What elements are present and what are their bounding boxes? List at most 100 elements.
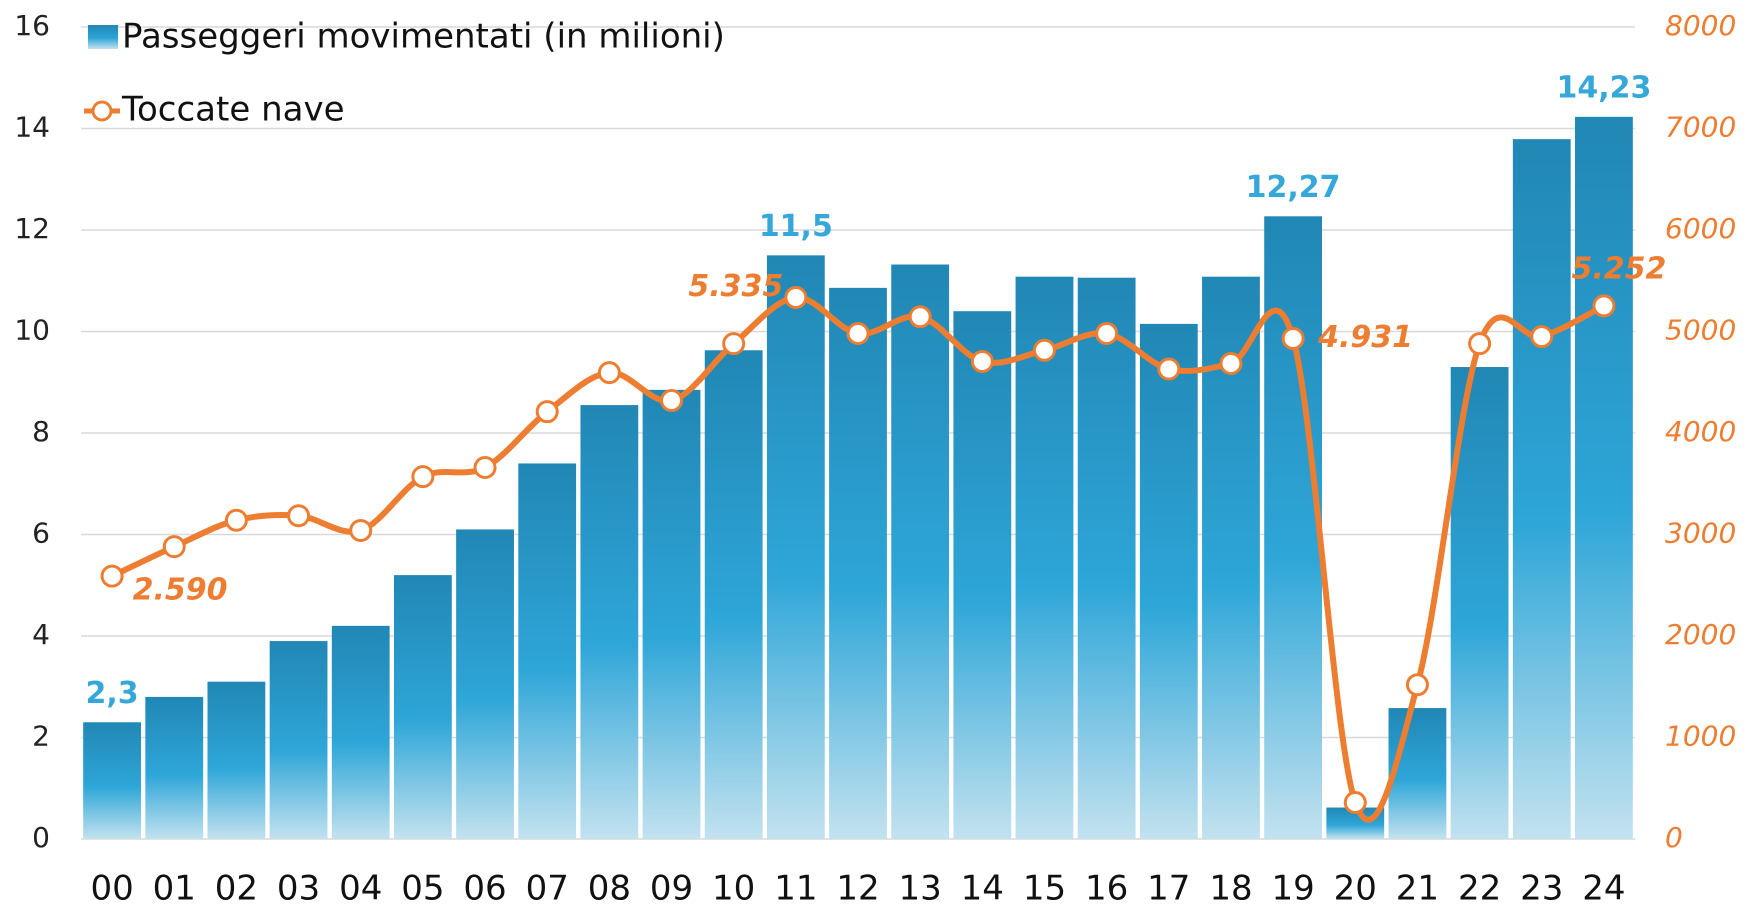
line-marker [1219,351,1243,375]
bar [1575,116,1633,839]
x-tick-label: 13 [899,869,942,908]
bar [518,463,577,839]
line-marker [660,389,684,413]
legend-label: Passeggeri movimentati (in milioni) [122,17,725,57]
line-value-label: 4.931 [1317,320,1413,355]
y2-tick-label: 4000 [1665,415,1736,448]
bar [145,696,204,839]
bar [1015,276,1074,839]
bar [766,255,825,839]
x-tick-label: 11 [774,869,817,908]
bar [704,350,763,839]
y2-tick-label: 3000 [1665,517,1736,550]
x-tick-label: 17 [1147,869,1190,908]
x-tick-label: 08 [588,869,631,908]
x-tick-label: 10 [712,869,755,908]
line-marker [846,322,870,346]
line-marker [722,332,746,356]
line-marker [224,508,248,532]
bar [1264,216,1323,840]
y-tick-label: 14 [14,111,50,144]
legend-label: Toccate nave [121,90,345,130]
line-marker [100,564,124,588]
bar-value-label: 11,5 [759,209,833,244]
x-tick-label: 09 [650,869,693,908]
line-marker [970,349,994,373]
line-marker [908,305,932,329]
x-tick-label: 12 [836,869,879,908]
y-tick-label: 4 [32,618,50,651]
line-marker [1281,327,1305,351]
x-tick-label: 02 [215,869,258,908]
line-marker [349,518,373,542]
y-tick-label: 2 [32,720,50,753]
bar [829,287,887,840]
x-tick-label: 00 [90,869,133,908]
x-tick-label: 19 [1271,869,1314,908]
y-tick-label: 6 [32,517,50,550]
line-marker [411,465,435,489]
bar [953,311,1012,839]
line [110,294,1606,823]
x-tick-label: 23 [1520,869,1563,908]
y-tick-label: 10 [14,314,50,347]
x-tick-label: 22 [1458,869,1501,908]
line-value-label: 5.335 [688,269,783,304]
line-value-label: 5.252 [1571,251,1666,286]
x-tick-label: 06 [463,869,506,908]
line-marker [535,400,559,424]
bar-value-label: 14,23 [1556,70,1651,105]
bar [1077,277,1136,840]
x-tick-label: 07 [526,869,569,908]
line-marker [1468,332,1492,356]
line-marker [597,361,621,385]
y2-tick-label: 7000 [1665,111,1736,144]
line-marker [1405,673,1429,697]
legend-swatch [88,25,118,49]
bar-value-label: 2,3 [86,676,139,711]
bar [1139,323,1198,839]
bar [456,529,514,839]
line-marker [1032,338,1056,362]
x-tick-label: 16 [1085,869,1128,908]
line-marker [1343,790,1367,814]
line-marker [1157,357,1181,381]
x-tick-label: 01 [153,869,196,908]
bar [642,389,701,839]
x-tick-label: 03 [277,869,320,908]
x-tick-label: 24 [1582,869,1625,908]
x-tick-label: 20 [1334,869,1377,908]
bar [580,405,639,839]
bar [1512,139,1571,840]
bar [1388,708,1447,839]
x-tick-label: 14 [961,869,1004,908]
y2-tick-label: 8000 [1665,9,1736,42]
bar-value-label: 12,27 [1246,170,1341,205]
bar [207,681,266,839]
x-tick-label: 04 [339,869,382,908]
legend-marker [91,100,113,122]
line-marker [162,535,186,559]
bar [269,641,328,839]
y2-tick-label: 6000 [1665,212,1736,245]
y2-tick-label: 2000 [1665,618,1736,651]
line-marker [473,456,497,480]
y-tick-label: 16 [14,9,50,42]
bar [83,722,141,839]
line-marker [1095,322,1119,346]
bar [331,625,390,839]
line-value-label: 2.590 [133,573,228,608]
y2-tick-label: 0 [1665,821,1683,854]
x-tick-label: 21 [1396,869,1439,908]
line-marker [287,504,311,528]
x-tick-label: 05 [401,869,444,908]
x-tick-label: 18 [1209,869,1252,908]
y-tick-label: 8 [32,415,50,448]
y2-tick-label: 1000 [1665,720,1736,753]
bar [891,264,950,839]
bar [393,575,452,839]
y-tick-label: 0 [32,821,50,854]
y-tick-label: 12 [14,212,50,245]
line-marker [784,285,808,309]
